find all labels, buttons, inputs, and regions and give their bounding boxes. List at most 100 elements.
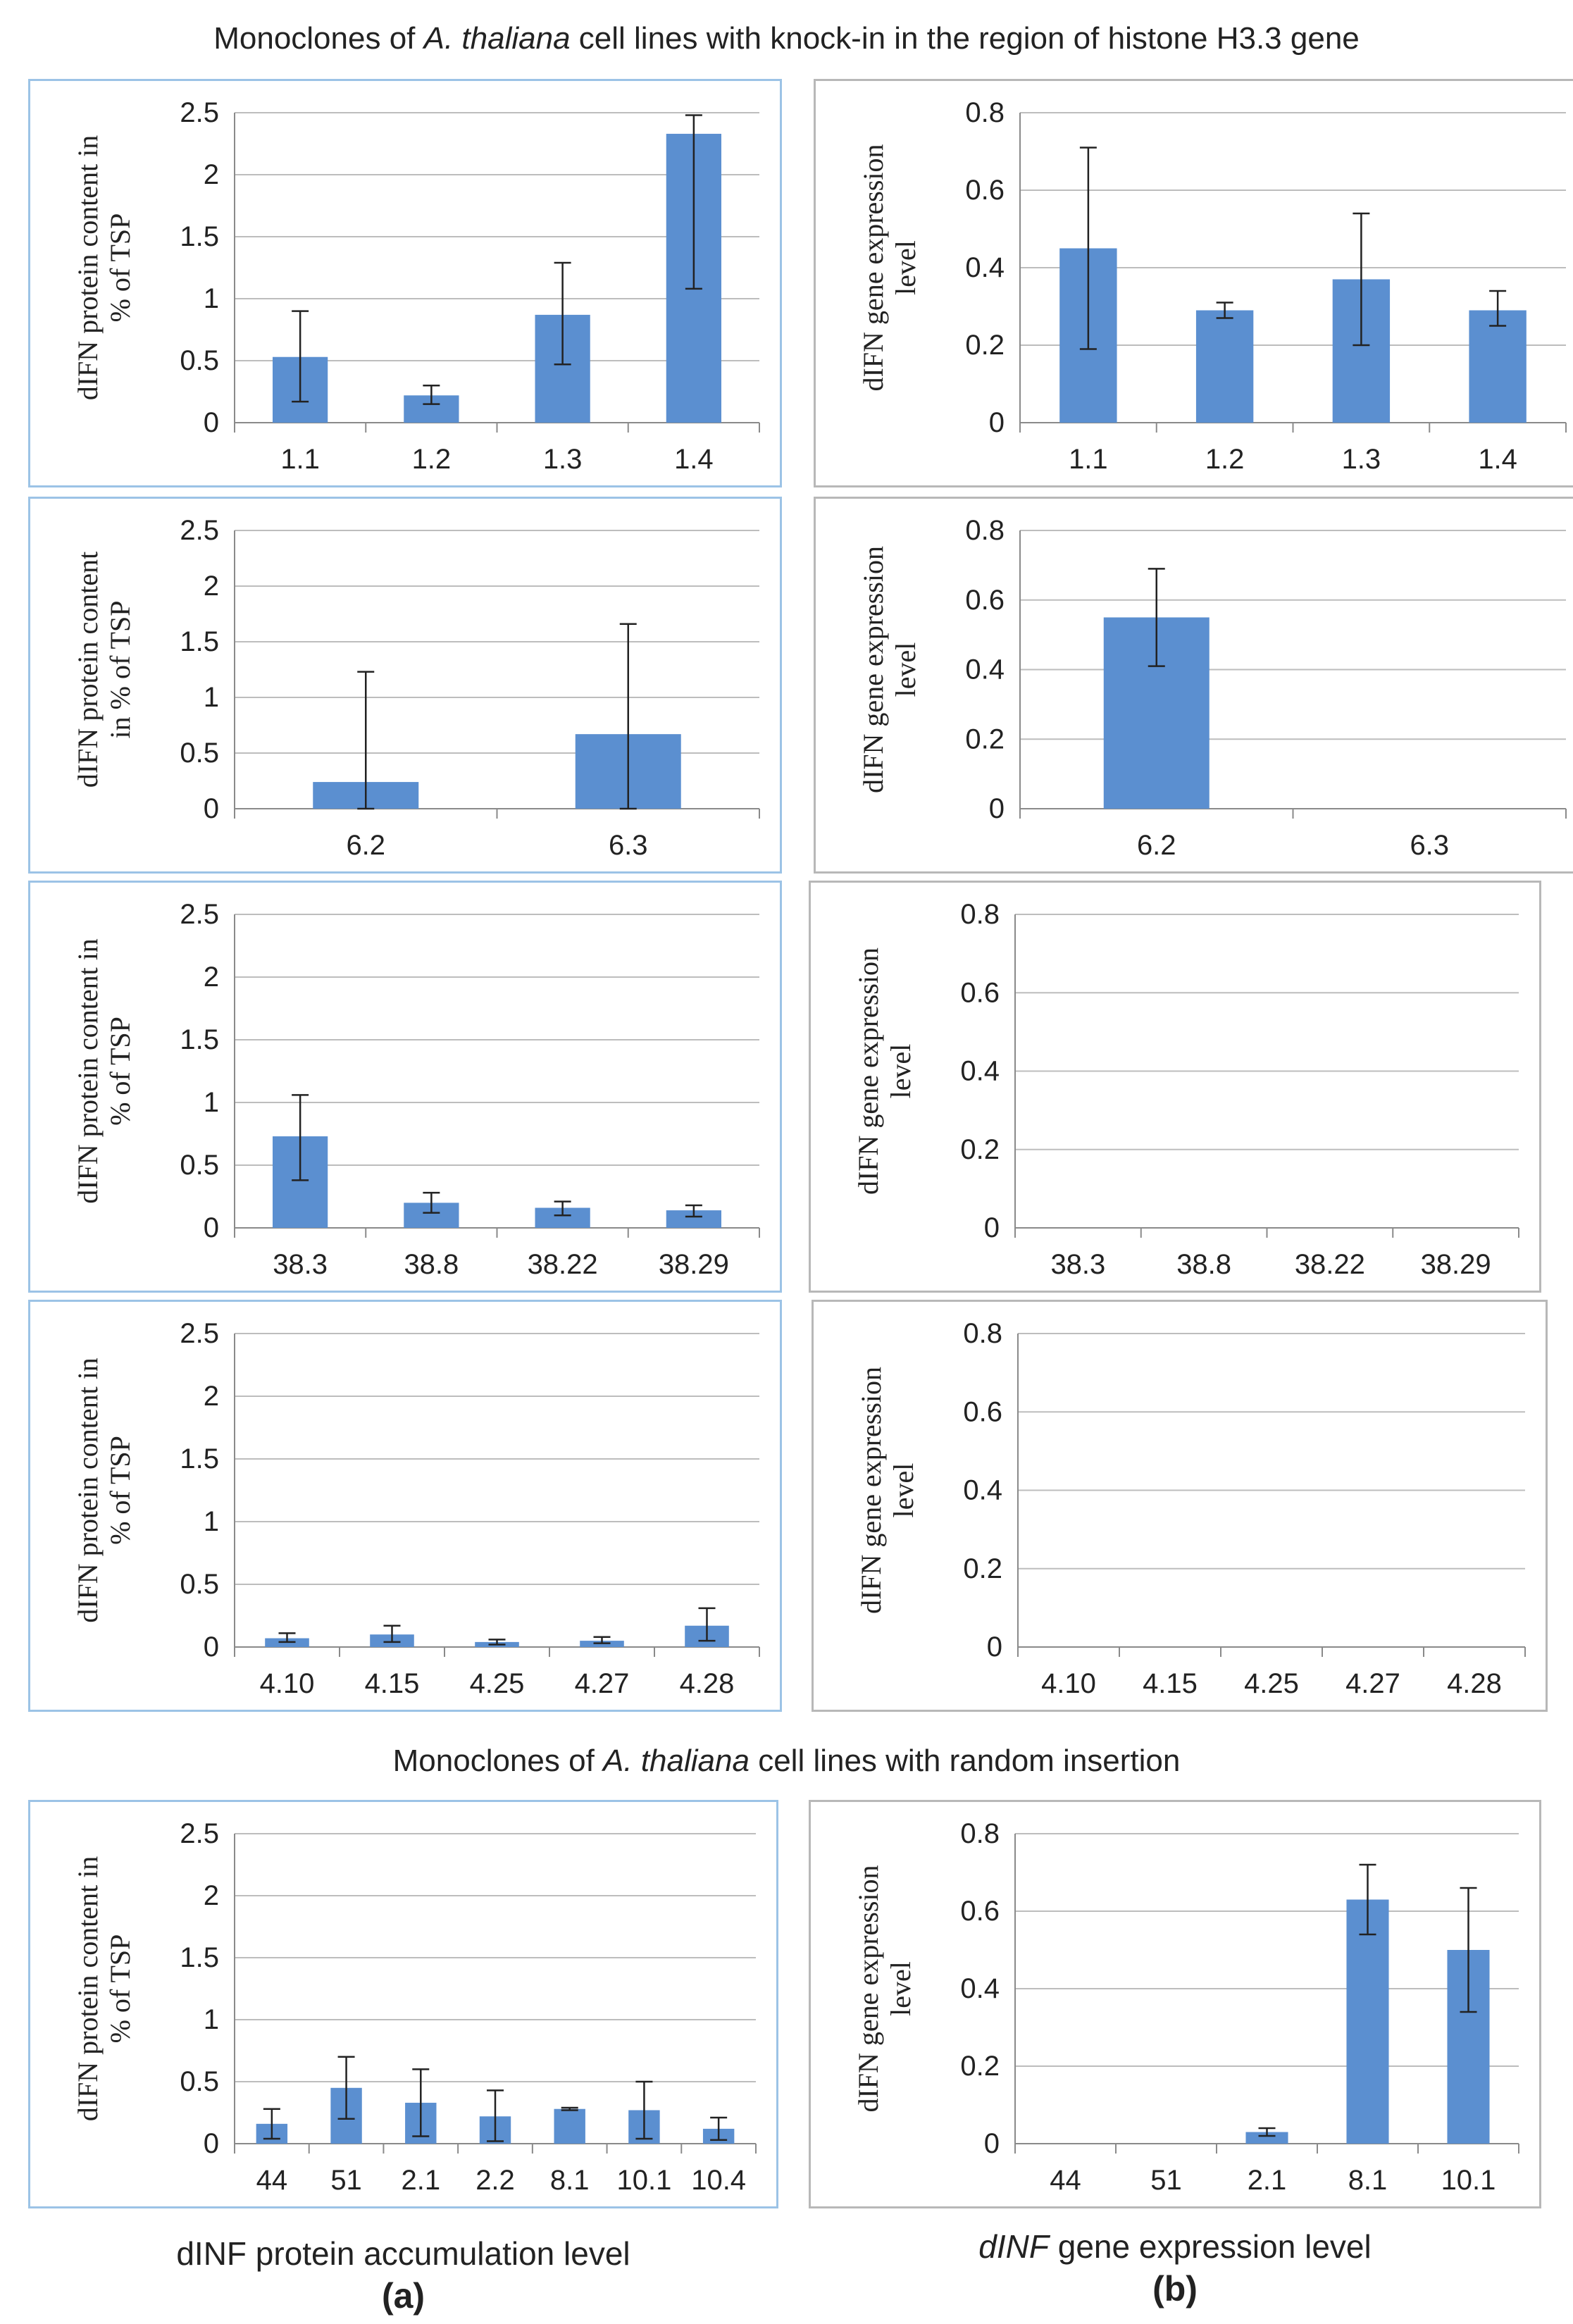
chart-p3-y-axis-title: dIFN protein content in% of TSP xyxy=(72,938,136,1204)
chart-e4-category-label: 4.28 xyxy=(1447,1668,1502,1699)
chart-e1-ytick-label: 0.4 xyxy=(965,252,1005,283)
chart-p3-category-label: 38.8 xyxy=(404,1249,459,1280)
chart-p3-ytick-label: 0.5 xyxy=(180,1150,219,1181)
chart-p4-category-label: 4.15 xyxy=(365,1668,420,1699)
expression-chart-panel-2: 0 0.2 0.4 0.6 0.8 6.2 6.3 dIFN gene expressionl… xyxy=(814,497,1573,874)
chart-e3-ytick-label: 0 xyxy=(984,1212,1000,1243)
chart-p4-category-label: 4.27 xyxy=(575,1668,630,1699)
chart-p5-category-label: 10.1 xyxy=(616,2165,671,2196)
chart-p2-ytick-label: 1 xyxy=(204,682,219,713)
chart-p5-category-label: 2.2 xyxy=(475,2165,515,2196)
caption-b-rest: gene expression level xyxy=(1048,2228,1372,2265)
chart-p4-errorbar-4.25 xyxy=(488,1639,506,1646)
chart-p1-errorbar-1.4 xyxy=(685,114,702,290)
protein-chart-panel-4: 0 0.5 1 1.5 2 2.5 4.10 4.15 4.25 4.27 4.28 dIFN pro… xyxy=(28,1300,782,1712)
chart-p2-y-axis-title: dIFN protein contentin % of TSP xyxy=(72,552,136,788)
chart-p1-y-axis-title: dIFN protein content in% of TSP xyxy=(72,135,136,401)
chart-e1-errorbar-1.2 xyxy=(1216,302,1233,319)
protein-chart-2: 0 0.5 1 1.5 2 2.5 6.2 6.3 dIFN protein contentin… xyxy=(72,515,760,861)
expression-chart-panel-3: 0 0.2 0.4 0.6 0.8 38.3 38.8 38.22 38.29 dIFN gene… xyxy=(809,881,1541,1293)
chart-p1-errorbar-1.3 xyxy=(554,261,571,366)
chart-e1-bar-1.4 xyxy=(1469,310,1527,423)
chart-e5-errorbar-8.1 xyxy=(1359,1863,1376,1936)
chart-e1-y-axis-title: dIFN gene expressionlevel xyxy=(857,144,921,391)
chart-p1-ytick-label: 2.5 xyxy=(180,97,219,128)
chart-e3-category-label: 38.3 xyxy=(1050,1249,1105,1280)
chart-p4-category-label: 4.28 xyxy=(680,1668,735,1699)
chart-e4-category-label: 4.15 xyxy=(1143,1668,1198,1699)
chart-e5-category-label: 51 xyxy=(1150,2165,1182,2196)
chart-p4-errorbar-4.15 xyxy=(383,1624,401,1643)
random-insertion-heading: Monoclones of A. thaliana cell lines wit… xyxy=(0,1744,1573,1779)
chart-p2-ytick-label: 2 xyxy=(204,571,219,602)
chart-p1-category-label: 1.2 xyxy=(412,444,452,475)
protein-chart-1: 0 0.5 1 1.5 2 2.5 1.1 1.2 1.3 1.4 dIFN protein con… xyxy=(72,97,760,475)
chart-e4-category-label: 4.10 xyxy=(1041,1668,1096,1699)
chart-p5-y-axis-title: dIFN protein content in% of TSP xyxy=(72,1856,136,2122)
chart-e5-category-label: 10.1 xyxy=(1441,2165,1496,2196)
chart-p4-ytick-label: 1 xyxy=(204,1506,219,1537)
chart-e2-y-axis-title: dIFN gene expressionlevel xyxy=(857,546,921,793)
chart-p5-ytick-label: 1.5 xyxy=(180,1942,219,1973)
chart-e5-errorbar-2.1 xyxy=(1258,2127,1276,2137)
protein-chart-panel-5: 0 0.5 1 1.5 2 2.5 44 51 2.1 2.2 8.1 10.1 10.4 dIFN pr… xyxy=(28,1800,778,2208)
expression-chart-4: 0 0.2 0.4 0.6 0.8 4.10 4.15 4.25 4.27 4.28 dIFN ge… xyxy=(855,1318,1526,1699)
chart-p3-errorbar-38.29 xyxy=(685,1204,702,1218)
chart-p4-ytick-label: 2.5 xyxy=(180,1318,219,1349)
chart-p5-bar-8.1 xyxy=(554,2108,585,2144)
chart-e3-category-label: 38.22 xyxy=(1295,1249,1365,1280)
protein-chart-3: 0 0.5 1 1.5 2 2.5 38.3 38.8 38.22 38.29 dIFN prote… xyxy=(72,899,760,1280)
chart-p2-ytick-label: 0 xyxy=(204,793,219,824)
chart-p5-category-label: 44 xyxy=(256,2165,288,2196)
chart-p2-errorbar-6.3 xyxy=(619,623,637,810)
chart-e5-ytick-label: 0 xyxy=(984,2128,1000,2159)
chart-p5-errorbar-10.1 xyxy=(635,2080,653,2140)
chart-p1-errorbar-1.2 xyxy=(423,384,440,405)
chart-p5-errorbar-2.2 xyxy=(487,2089,504,2142)
chart-e3-ytick-label: 0.6 xyxy=(960,977,1000,1008)
chart-e3-category-label: 38.29 xyxy=(1421,1249,1491,1280)
chart-p3-category-label: 38.3 xyxy=(273,1249,328,1280)
chart-e5-ytick-label: 0.8 xyxy=(960,1818,1000,1849)
chart-p4-y-axis-title: dIFN protein content in% of TSP xyxy=(72,1357,136,1623)
chart-e5-category-label: 44 xyxy=(1050,2165,1081,2196)
chart-e4-y-axis-title: dIFN gene expressionlevel xyxy=(855,1367,919,1614)
chart-e2-errorbar-6.2 xyxy=(1148,568,1165,667)
chart-p4-ytick-label: 2 xyxy=(204,1381,219,1412)
chart-e5-errorbar-10.1 xyxy=(1460,1887,1477,2013)
chart-e4-ytick-label: 0.4 xyxy=(963,1475,1002,1506)
chart-e5-category-label: 2.1 xyxy=(1248,2165,1287,2196)
chart-e5-category-label: 8.1 xyxy=(1348,2165,1388,2196)
chart-p2-category-label: 6.2 xyxy=(346,830,385,861)
chart-e1-errorbar-1.4 xyxy=(1489,290,1507,327)
random-heading-prefix: Monoclones of xyxy=(392,1744,604,1778)
expression-chart-1: 0 0.2 0.4 0.6 0.8 1.1 1.2 1.3 1.4 dIFN gene expre… xyxy=(857,97,1567,475)
chart-p1-ytick-label: 1 xyxy=(204,283,219,314)
chart-p1-ytick-label: 2 xyxy=(204,159,219,190)
chart-e2-ytick-label: 0.4 xyxy=(965,654,1005,685)
chart-e3-category-label: 38.8 xyxy=(1176,1249,1231,1280)
chart-e1-ytick-label: 0 xyxy=(989,407,1005,438)
chart-e1-errorbar-1.1 xyxy=(1079,147,1097,350)
knock-in-heading-suffix: cell lines with knock-in in the region o… xyxy=(570,21,1360,56)
part-label-a: (a) xyxy=(381,2276,425,2316)
random-heading-suffix: cell lines with random insertion xyxy=(749,1744,1181,1778)
chart-p3-ytick-label: 2 xyxy=(204,962,219,993)
chart-e1-errorbar-1.3 xyxy=(1353,212,1370,347)
knock-in-heading-prefix: Monoclones of xyxy=(213,21,424,56)
chart-p4-errorbar-4.10 xyxy=(278,1632,296,1643)
chart-p1-ytick-label: 1.5 xyxy=(180,221,219,252)
chart-e1-category-label: 1.2 xyxy=(1205,444,1245,475)
chart-e1-ytick-label: 0.8 xyxy=(965,97,1005,128)
chart-p4-errorbar-4.27 xyxy=(593,1636,611,1644)
chart-p5-errorbar-2.1 xyxy=(412,2068,430,2137)
chart-p1-category-label: 1.3 xyxy=(543,444,583,475)
chart-p5-category-label: 51 xyxy=(330,2165,361,2196)
chart-p1-ytick-label: 0.5 xyxy=(180,345,219,376)
chart-e3-ytick-label: 0.4 xyxy=(960,1056,1000,1087)
protein-chart-panel-3: 0 0.5 1 1.5 2 2.5 38.3 38.8 38.22 38.29 dIFN prote… xyxy=(28,881,782,1293)
chart-p3-errorbar-38.22 xyxy=(554,1200,571,1217)
chart-p4-errorbar-4.28 xyxy=(698,1607,716,1642)
chart-p2-ytick-label: 2.5 xyxy=(180,515,219,546)
chart-p2-errorbar-6.2 xyxy=(357,671,375,810)
